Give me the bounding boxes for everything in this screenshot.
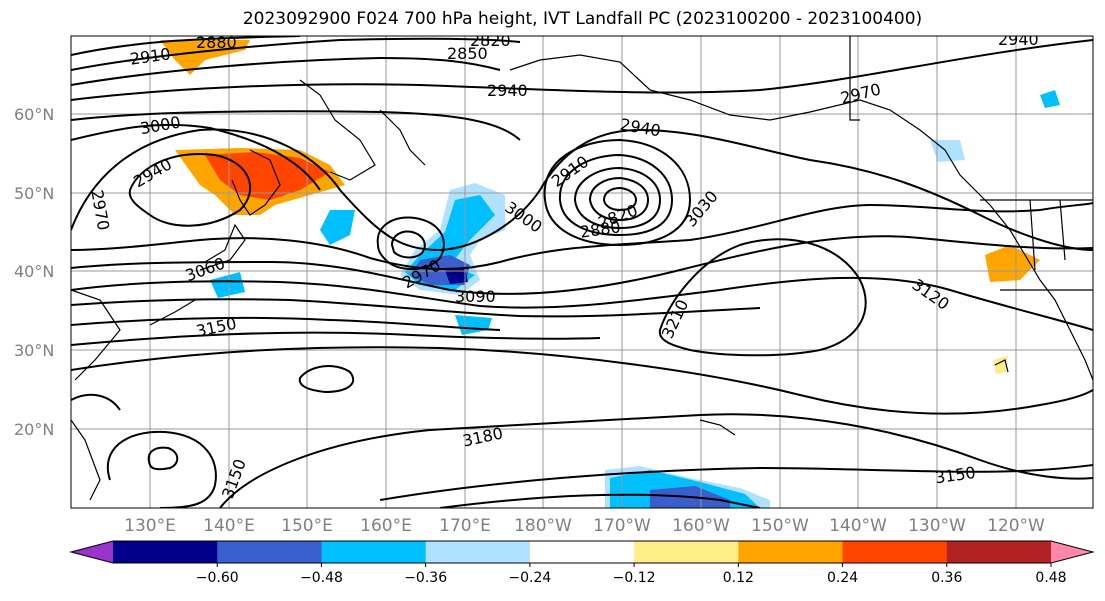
contour-label: 3090 [455, 287, 496, 306]
lat-label: 30°N [14, 341, 54, 360]
colorbar: −0.60 −0.48 −0.36 −0.24 −0.12 0.12 0.24 0.36 0.4… [69, 540, 1095, 586]
lon-label: 160°W [672, 516, 730, 536]
colorbar-tick-label: −0.36 [404, 570, 447, 586]
colorbar-segment [321, 541, 427, 563]
contour-label: 2940 [998, 30, 1039, 49]
colorbar-tick-label: 0.36 [931, 570, 962, 586]
colorbar-tick-label: −0.60 [196, 570, 239, 586]
colorbar-segment [425, 541, 531, 563]
latitude-labels: 60°N 50°N 40°N 30°N 20°N [14, 105, 54, 439]
colorbar-segment [529, 541, 635, 563]
colorbar-segment [217, 541, 322, 563]
lon-label: 160°E [360, 516, 412, 536]
colorbar-segment [634, 541, 739, 563]
contour-label: 2820 [470, 31, 511, 50]
map-border [70, 35, 1094, 509]
lon-label: 170°W [593, 516, 651, 536]
lon-label: 140°E [203, 516, 255, 536]
height-contours [71, 36, 1093, 508]
lon-label: 150°W [751, 516, 809, 536]
map-title: 2023092900 F024 700 hPa height, IVT Land… [242, 9, 923, 29]
lat-label: 50°N [14, 184, 54, 203]
contour-label: 2880 [196, 33, 237, 52]
colorbar-tick-label: −0.24 [508, 570, 551, 586]
colorbar-tick-label: 0.24 [827, 570, 858, 586]
colorbar-segment [946, 541, 1052, 563]
lon-label: 130°W [908, 516, 966, 536]
colorbar-segment [738, 541, 844, 563]
colorbar-tick-label: −0.48 [300, 570, 343, 586]
lon-label: 120°W [987, 516, 1045, 536]
colorbar-extend-high [1051, 541, 1093, 563]
colorbar-outline [69, 540, 1095, 564]
longitude-labels: 130°E 140°E 150°E 160°E 170°E 180°W 170°… [124, 516, 1045, 536]
lat-label: 60°N [14, 105, 54, 124]
lon-label: 130°E [124, 516, 176, 536]
contour-label: 2850 [447, 44, 488, 63]
colorbar-tick-label: 0.12 [723, 570, 754, 586]
colorbar-tick-label: −0.12 [613, 570, 656, 586]
lat-label: 20°N [14, 420, 54, 439]
lon-label: 140°W [829, 516, 887, 536]
lon-label: 150°E [281, 516, 333, 536]
colorbar-segment [842, 541, 948, 563]
lon-label: 170°E [439, 516, 491, 536]
colorbar-segment [113, 541, 218, 563]
contour-label: 2940 [487, 81, 528, 100]
lat-label: 40°N [14, 262, 54, 281]
colorbar-extend-low [71, 541, 113, 563]
lon-label: 180°W [514, 516, 572, 536]
colorbar-tick-label: 0.48 [1035, 570, 1066, 586]
map-gridlines [71, 36, 1093, 508]
